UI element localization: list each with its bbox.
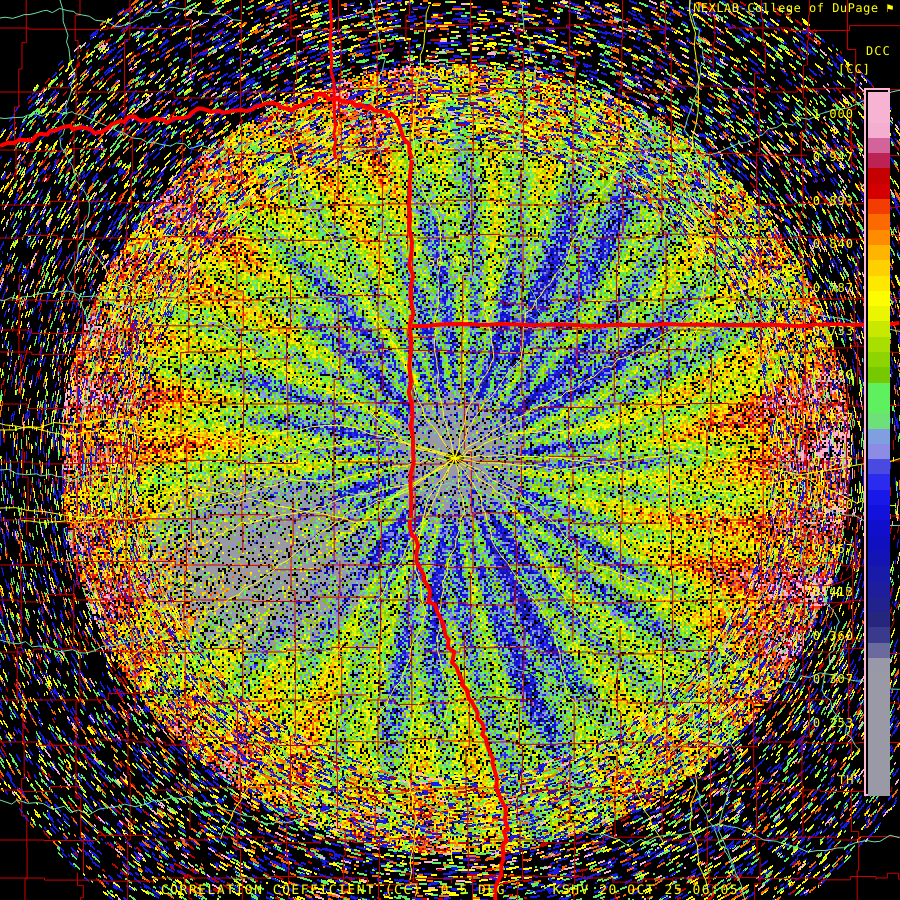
colorbar-segment (868, 199, 890, 215)
colorbar-segment (868, 627, 890, 643)
colorbar-segment (868, 703, 890, 720)
colorbar-segment (868, 260, 890, 276)
colorbar-segment (868, 719, 890, 735)
colorbar-segment (868, 765, 890, 781)
colorbar-segment (868, 688, 890, 704)
colorbar-segment (868, 596, 890, 613)
colorbar-tick-label: 0.573 (812, 455, 854, 469)
colorbar-gradient (868, 92, 890, 796)
colorbar-tick-label: 0.840 (812, 237, 854, 251)
colorbar[interactable] (864, 88, 892, 798)
colorbar-segment (868, 290, 890, 307)
colorbar-segment (868, 275, 890, 291)
colorbar-segment (868, 183, 890, 200)
colorbar-unit-label: [CC] (838, 62, 871, 76)
colorbar-tick-label: 0.253 (812, 716, 854, 730)
colorbar-segment (868, 642, 890, 658)
colorbar-segment (868, 780, 890, 796)
colorbar-segment (868, 382, 890, 398)
colorbar-segment (868, 122, 890, 138)
colorbar-tick-label: 0.947 (812, 150, 854, 164)
colorbar-segment (868, 749, 890, 766)
colorbar-tick-label: 0.627 (812, 411, 854, 425)
colorbar-footer: TH (838, 773, 855, 787)
colorbar-header: DCC (866, 44, 891, 58)
colorbar-tick-label: 0.680 (812, 368, 854, 382)
colorbar-segment (868, 229, 890, 245)
colorbar-segment (868, 474, 890, 490)
colorbar-tick-label: 0.307 (812, 672, 854, 686)
status-bar: CORRELATION COEFFICIENT (CC) 0.5 DEG - K… (160, 883, 740, 898)
colorbar-tick-label: 0.733 (812, 324, 854, 338)
colorbar-segment (868, 321, 890, 337)
colorbar-segment (868, 244, 890, 261)
colorbar-segment (868, 153, 890, 169)
colorbar-segment (868, 734, 890, 750)
colorbar-tick-label: 0.467 (812, 542, 854, 556)
colorbar-segment (868, 214, 890, 230)
colorbar-tick-label: 0.520 (812, 498, 854, 512)
colorbar-tick-label: 1.000 (812, 107, 854, 121)
colorbar-tick-label: 0.360 (812, 629, 854, 643)
colorbar-segment (868, 428, 890, 444)
colorbar-segment (868, 673, 890, 689)
range-ring-label-100: 100 NM (421, 66, 471, 80)
colorbar-segment (868, 581, 890, 597)
colorbar-tick-label: 0.787 (812, 281, 854, 295)
colorbar-segment (868, 520, 890, 536)
colorbar-segment (868, 459, 890, 475)
colorbar-segment (868, 566, 890, 582)
colorbar-segment (868, 92, 890, 108)
colorbar-tick-label: 0.893 (812, 194, 854, 208)
colorbar-segment (868, 397, 890, 414)
colorbar-segment (868, 550, 890, 567)
colorbar-segment (868, 505, 890, 521)
colorbar-segment (868, 352, 890, 368)
colorbar-segment (868, 306, 890, 322)
colorbar-segment (868, 367, 890, 383)
brand-label: NEXLAB-College of DuPage ⚑ (693, 1, 894, 15)
colorbar-segment (868, 657, 890, 674)
colorbar-segment (868, 107, 890, 123)
range-ring-label-50: 50 NM (428, 255, 470, 269)
colorbar-frame (864, 88, 890, 796)
colorbar-segment (868, 336, 890, 353)
colorbar-segment (868, 168, 890, 184)
colorbar-segment (868, 137, 890, 154)
colorbar-segment (868, 489, 890, 506)
colorbar-segment (868, 413, 890, 429)
colorbar-segment (868, 443, 890, 460)
colorbar-segment (868, 535, 890, 551)
colorbar-segment (868, 612, 890, 628)
colorbar-tick-label: 0.413 (812, 585, 854, 599)
